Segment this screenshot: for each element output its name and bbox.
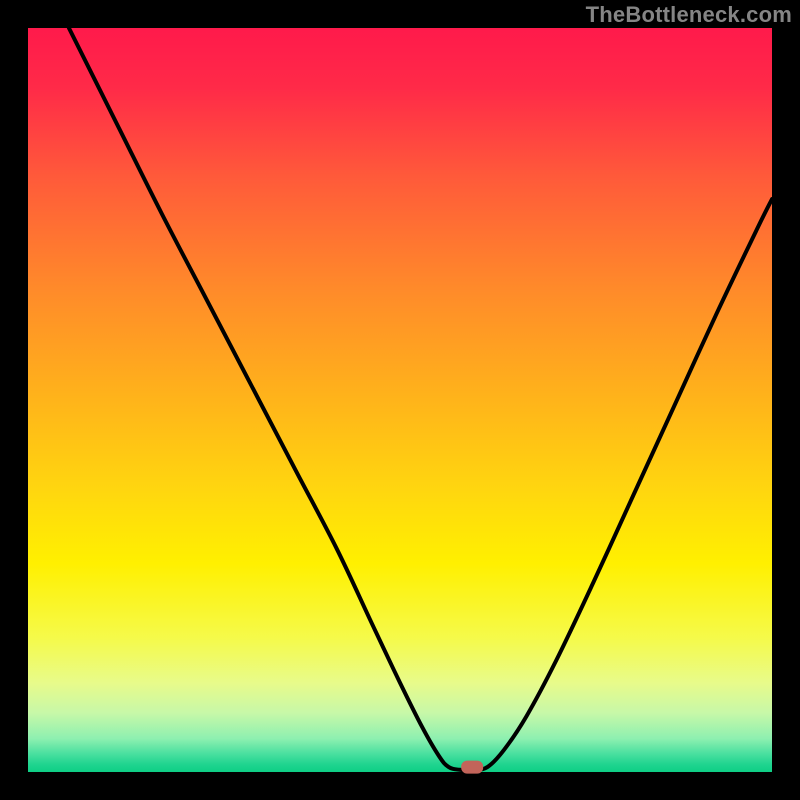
chart-container: TheBottleneck.com: [0, 0, 800, 800]
watermark-text: TheBottleneck.com: [586, 2, 792, 28]
optimum-marker: [461, 761, 483, 774]
plot-background: [28, 28, 772, 772]
bottleneck-chart: [0, 0, 800, 800]
